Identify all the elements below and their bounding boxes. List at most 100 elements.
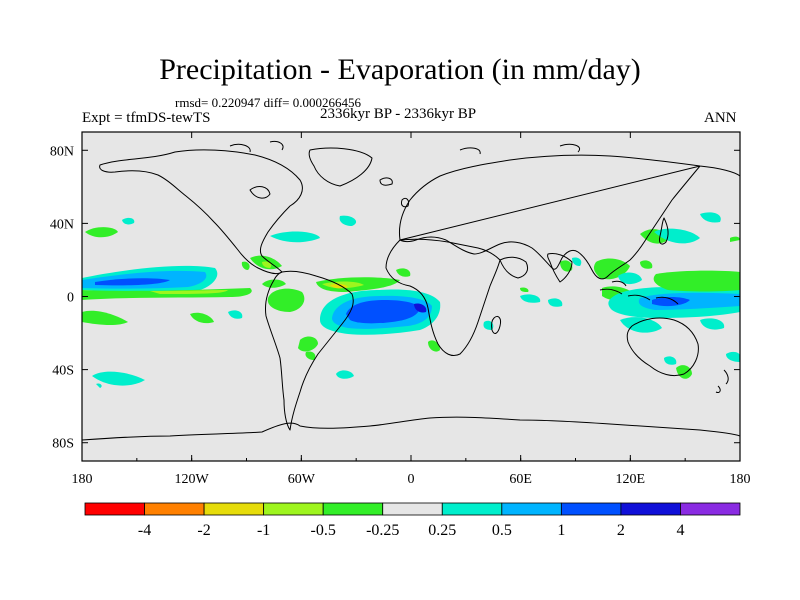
coastline-india — [547, 253, 573, 283]
colorbar-label: 0.25 — [428, 522, 456, 539]
contour-wpacific-cyan-north — [618, 272, 642, 285]
contour-fill-layer — [82, 212, 740, 388]
lon-tick-label: 180 — [730, 472, 751, 487]
lon-tick-label: 120W — [175, 472, 210, 487]
contour-satlantic-2 — [346, 300, 420, 324]
contour-pacific-itcz-2 — [95, 278, 170, 286]
contour-australia-cyan — [664, 356, 677, 365]
colorbar-swatch — [84, 502, 145, 516]
contour-indian-cyan — [520, 294, 541, 303]
coastline-madagascar — [491, 315, 501, 334]
contour-swpacific-cyan-2 — [700, 318, 725, 330]
coastline-uk — [401, 197, 409, 208]
lat-tick-label: 0 — [67, 291, 74, 306]
coastline-arabia — [499, 256, 529, 279]
colorbar-label: 1 — [557, 522, 565, 539]
coastline-arctic-islands — [229, 141, 580, 155]
contour-westafrica — [396, 268, 411, 277]
colorbar-swatch — [441, 502, 503, 516]
contour-spacific-south — [92, 371, 145, 386]
contour-brazil-green — [298, 336, 318, 352]
chart-title: Precipitation - Evaporation (in mm/day) — [159, 53, 641, 86]
lon-tick-label: 0 — [408, 472, 415, 487]
coastline-europe-asia — [399, 154, 740, 280]
coastlines — [82, 141, 740, 441]
period-label: 2336kyr BP - 2336kyr BP — [320, 106, 477, 122]
lon-tick-label: 180 — [72, 472, 93, 487]
colorbar-swatch — [560, 502, 622, 516]
contour-npacific-cyan — [122, 217, 135, 225]
contour-npacific-green-east — [730, 236, 740, 242]
contour-spacific-south-2 — [96, 383, 102, 388]
colorbar-label: 2 — [617, 522, 625, 539]
coastline-greenland — [308, 147, 373, 187]
contour-amazon-green-2 — [262, 279, 286, 288]
coastline-antarctica — [82, 416, 740, 441]
contour-maritime-2 — [652, 297, 690, 307]
colorbar-swatch — [263, 502, 324, 516]
contour-amazon-green — [267, 288, 305, 312]
colorbar-swatch — [620, 502, 681, 516]
colorbar-label: -0.5 — [311, 522, 336, 539]
contour-congo-4 — [414, 303, 427, 313]
contour-philippines — [640, 260, 653, 269]
contour-atlantic-cyan-2 — [339, 215, 357, 226]
stats-text: rmsd= 0.220947 diff= 0.000266456 — [175, 95, 361, 110]
colorbar-label: 4 — [676, 522, 684, 539]
contour-japan-cyan — [654, 228, 700, 244]
coastline-japan — [659, 217, 669, 245]
contour-pacific-dry-05 — [150, 290, 228, 294]
contour-satlantic-south — [336, 370, 354, 379]
latitude-axis: 80N 40N 0 40S 80S — [50, 144, 740, 452]
colorbar-swatch — [322, 502, 384, 516]
coastline-south-america — [265, 270, 354, 431]
longitude-axis: 180 120W 60W 0 60E 120E 180 — [72, 132, 751, 487]
contour-safrica-green — [428, 340, 440, 352]
colorbar-label: 0.5 — [492, 522, 512, 539]
contour-seasia-green — [593, 258, 630, 280]
colorbar-label: -1 — [257, 522, 270, 539]
colorbar-label: -2 — [197, 522, 210, 539]
coastline-new-zealand — [715, 369, 729, 393]
coastline-africa — [385, 238, 501, 357]
colorbar-label: -4 — [138, 522, 151, 539]
contour-brazil-green-2 — [305, 351, 316, 360]
lon-tick-label: 60W — [288, 472, 316, 487]
coastline-australia — [626, 317, 699, 377]
contour-wpacific-green-band — [653, 270, 740, 292]
contour-pacific-patch-b — [190, 312, 214, 324]
contour-central-america-2 — [241, 261, 250, 270]
colorbar-swatch — [382, 502, 443, 516]
contour-epacific-cyan — [228, 310, 243, 319]
colorbar-swatch — [203, 502, 265, 516]
coastline-hudson-bay — [249, 186, 271, 199]
contour-tasman-cyan — [726, 351, 740, 362]
lat-tick-label: 80N — [50, 144, 74, 159]
contour-bay-bengal — [572, 257, 582, 266]
experiment-label: Expt = tfmDS-tewTS — [82, 110, 211, 126]
contour-indian-green — [520, 287, 529, 292]
contour-indian-cyan-2 — [548, 298, 563, 307]
contour-pacific-patch-a — [82, 310, 128, 326]
colorbar-swatch — [680, 502, 741, 516]
colorbar-swatch — [501, 502, 562, 516]
colorbar-swatch — [144, 502, 205, 516]
lat-tick-label: 80S — [52, 437, 74, 452]
lat-tick-label: 40S — [52, 364, 74, 379]
coastline-indonesia — [599, 280, 679, 305]
contour-madagascar-cyan — [483, 320, 494, 330]
colorbar-label: -0.25 — [366, 522, 399, 539]
lat-tick-label: 40N — [50, 217, 74, 232]
contour-npacific-cyan-east — [700, 212, 721, 223]
colorbar: -4 -2 -1 -0.5 -0.25 0.25 0.5 1 2 4 — [84, 502, 741, 539]
contour-natlantic-cyan — [270, 231, 320, 243]
contour-swpacific-cyan — [620, 317, 662, 333]
lon-tick-label: 60E — [509, 472, 532, 487]
lon-tick-label: 120E — [616, 472, 646, 487]
contour-npacific-green — [85, 227, 118, 238]
coastline-iceland — [379, 177, 393, 186]
contour-india-green — [560, 260, 573, 272]
season-label: ANN — [704, 110, 737, 126]
contour-caribbean-dry — [262, 261, 272, 268]
